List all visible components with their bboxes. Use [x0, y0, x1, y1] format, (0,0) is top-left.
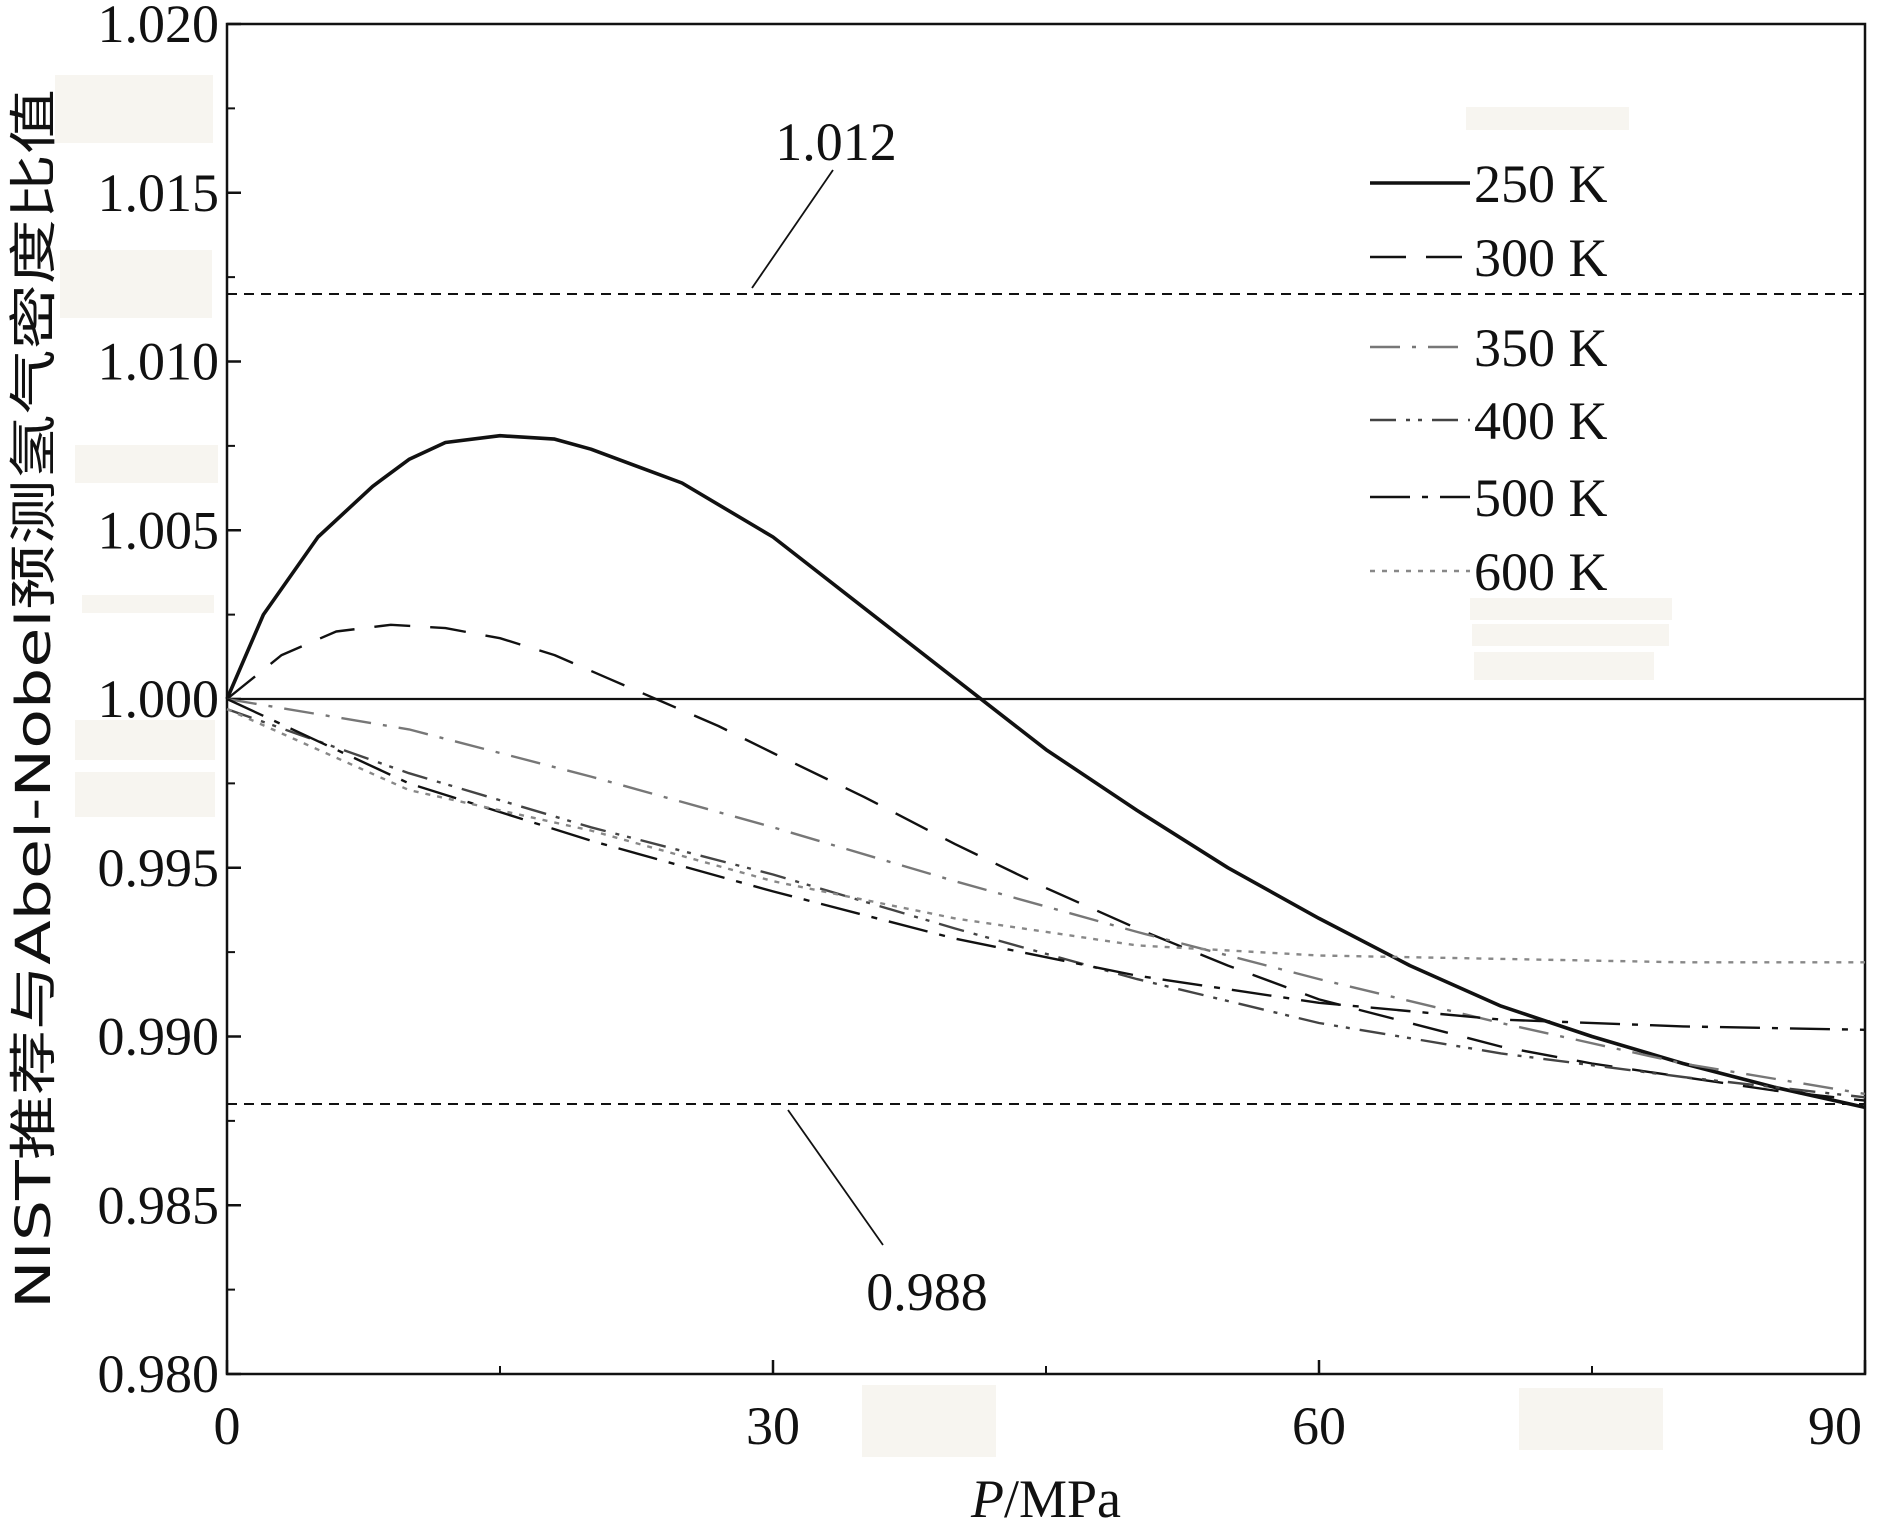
x-tick-label: 60	[1292, 1396, 1346, 1456]
y-tick-label: 1.020	[98, 0, 220, 54]
legend-label: 500 K	[1474, 468, 1608, 528]
x-axis: 0 30 60 90	[214, 1360, 1867, 1456]
y-tick-label: 0.985	[98, 1175, 220, 1235]
series-lines	[225, 433, 1866, 1110]
y-tick-label: 1.000	[98, 669, 220, 729]
legend-label: 600 K	[1474, 542, 1608, 602]
annotation-leader	[787, 1109, 884, 1246]
series-line	[226, 707, 1866, 1099]
x-axis-label-var: P	[970, 1469, 1004, 1529]
x-tick-label: 30	[746, 1396, 800, 1456]
series-line	[226, 623, 1866, 1102]
y-axis-label: NIST推荐与Abel-Nobel预测氢气密度比值	[6, 89, 62, 1309]
annotation-leader	[751, 169, 834, 289]
annotation-label: 1.012	[775, 112, 897, 172]
series-line	[225, 433, 1866, 1110]
series-line	[226, 697, 1866, 1031]
y-tick-label: 1.015	[98, 163, 220, 223]
annotation-label: 0.988	[866, 1262, 988, 1322]
legend-label: 300 K	[1474, 228, 1608, 288]
y-tick-label: 0.980	[98, 1344, 220, 1404]
series-line	[226, 708, 1865, 964]
y-tick-label: 0.990	[98, 1007, 220, 1067]
x-axis-label: P/MPa	[970, 1469, 1121, 1529]
legend: 250 K 300 K 350 K 400 K 500 K 600 K	[1370, 154, 1608, 602]
reference-lines	[227, 293, 1865, 1105]
background-patches	[55, 75, 1672, 1457]
legend-label: 400 K	[1474, 391, 1608, 451]
series-line	[226, 697, 1866, 1096]
y-tick-label: 0.995	[98, 838, 220, 898]
x-axis-label-unit: /MPa	[1004, 1469, 1121, 1529]
y-axis: 0.980 0.985 0.990 0.995 1.000 1.005 1.010 1.015…	[98, 0, 241, 1404]
y-tick-label: 1.005	[98, 500, 220, 560]
legend-label: 250 K	[1474, 154, 1608, 214]
y-tick-label: 1.010	[98, 332, 220, 392]
legend-label: 350 K	[1474, 318, 1608, 378]
x-tick-label: 90	[1808, 1396, 1862, 1456]
x-tick-label: 0	[214, 1396, 241, 1456]
annotations: 1.012 0.988	[751, 112, 988, 1322]
